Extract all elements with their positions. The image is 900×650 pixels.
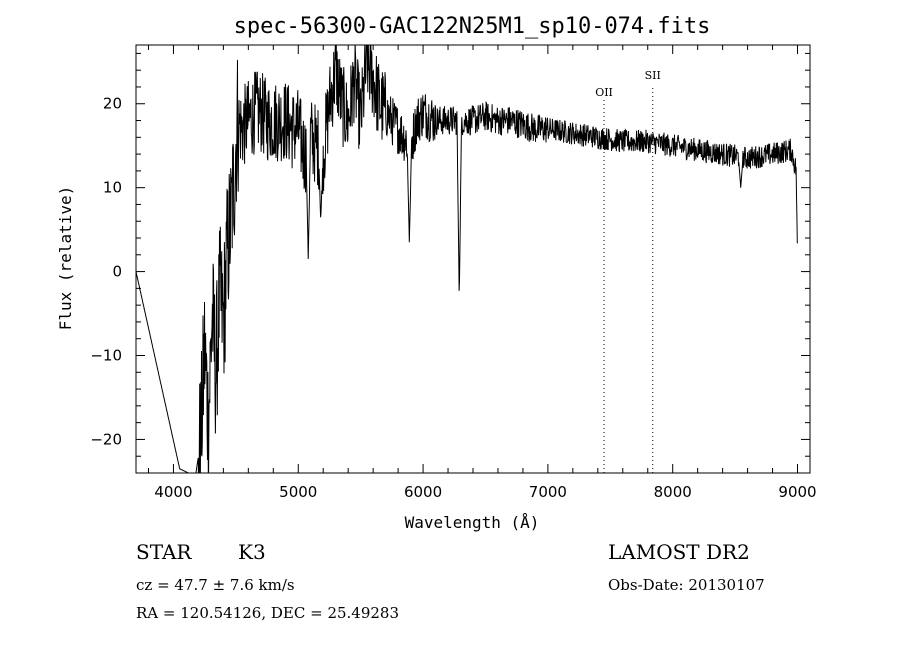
spectrum-plot: spec-56300-GAC122N25M1_sp10-074.fits OII…: [0, 0, 900, 650]
spectrum-layer: [136, 28, 797, 473]
x-tick-label: 8000: [654, 483, 692, 501]
marker-label-oii: OII: [595, 86, 613, 99]
y-tick-label: −20: [90, 430, 122, 448]
line-markers: OII SII: [595, 69, 661, 473]
chart-title: spec-56300-GAC122N25M1_sp10-074.fits: [234, 14, 711, 39]
marker-label-sii: SII: [645, 69, 661, 82]
x-tick-label: 5000: [279, 483, 317, 501]
coordinates-line: RA = 120.54126, DEC = 25.49283: [136, 604, 399, 622]
subclass-label: K3: [238, 540, 266, 564]
x-axis-label: Wavelength (Å): [405, 513, 540, 532]
redshift-line: cz = 47.7 ± 7.6 km/s: [136, 576, 295, 594]
y-tick-label: 10: [103, 179, 122, 197]
survey-label: LAMOST DR2: [608, 540, 750, 564]
x-tick-label: 7000: [529, 483, 567, 501]
class-label: STAR: [136, 540, 191, 564]
x-tick-label: 9000: [778, 483, 816, 501]
y-tick-label: 0: [112, 263, 122, 281]
y-axis-label: Flux (relative): [56, 186, 75, 331]
x-tick-label: 6000: [404, 483, 442, 501]
x-tick-label: 4000: [154, 483, 192, 501]
obs-date-line: Obs-Date: 20130107: [608, 576, 765, 594]
y-tick-label: 20: [103, 95, 122, 113]
y-tick-label: −10: [90, 347, 122, 365]
spectrum-line: [136, 28, 797, 473]
